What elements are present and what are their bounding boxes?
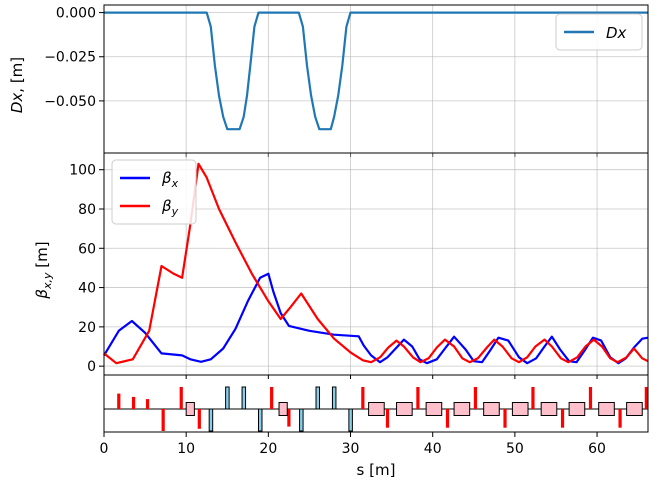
quadrupole <box>270 387 274 409</box>
sextupole <box>225 386 230 410</box>
x-tick-label: 60 <box>588 441 606 457</box>
sextupole <box>241 386 247 410</box>
dipole <box>453 402 471 416</box>
dipole <box>483 402 500 416</box>
quadrupole <box>503 409 507 428</box>
legend-box <box>555 13 643 51</box>
y-tick-label: 80 <box>78 202 96 218</box>
series-line-βx <box>103 272 649 365</box>
series-line-Dx <box>104 11 648 131</box>
dispersion-y-label: Dx, [m] <box>8 57 26 113</box>
quadrupole <box>618 409 622 428</box>
beta-y-label-symbol: β <box>33 289 51 300</box>
quadrupole <box>473 387 478 409</box>
beta-y-label-sub: x,y <box>41 272 54 290</box>
quadrupole <box>385 409 390 428</box>
dispersion-series <box>104 11 648 131</box>
y-tick-label: −0.025 <box>44 50 96 66</box>
quadrupole <box>287 409 291 427</box>
y-tick-label: 100 <box>69 163 96 179</box>
sextupole <box>208 408 214 432</box>
lattice-panel: 0 10 20 30 40 50 60 s [m] <box>100 374 649 479</box>
y-tick-label: −0.050 <box>44 94 96 110</box>
quadrupole <box>131 396 136 409</box>
series-line-βy <box>103 162 649 365</box>
dipole <box>425 402 443 416</box>
dipole <box>598 402 615 416</box>
dipole <box>278 402 288 416</box>
quadrupole <box>445 409 450 428</box>
dispersion-y-label-var: Dx <box>8 93 26 114</box>
quadrupole <box>179 387 183 409</box>
dipole <box>368 402 385 416</box>
quadrupole <box>361 387 365 409</box>
sextupole <box>257 408 263 432</box>
quadrupole <box>117 393 121 409</box>
x-tick-label: 0 <box>100 441 109 457</box>
beta-y-label: βx,y [m] <box>33 241 54 299</box>
quadrupole <box>531 387 535 409</box>
y-tick-label: 60 <box>78 241 96 257</box>
y-tick-label: 20 <box>78 320 96 336</box>
x-tick-label: 10 <box>177 441 195 457</box>
lattice-elements <box>117 386 648 432</box>
x-tick-label: 20 <box>259 441 277 457</box>
dipole <box>626 402 643 416</box>
x-tick-label: 50 <box>506 441 524 457</box>
sextupole <box>315 386 321 410</box>
dispersion-legend: Dx <box>555 13 643 51</box>
y-tick-label: 40 <box>78 281 96 297</box>
lattice-x-ticks: 0 10 20 30 40 50 60 <box>100 432 606 457</box>
dipole <box>540 402 558 416</box>
quadrupole <box>644 387 648 409</box>
legend-label-symbol: β <box>161 169 172 187</box>
beta-y-label-unit: [m] <box>33 241 51 272</box>
y-tick-label: 0 <box>87 359 96 375</box>
quadrupole <box>161 409 165 431</box>
legend-label-Dx: Dx <box>606 24 627 42</box>
dispersion-panel: 0.000−0.025−0.050 Dx, [m] Dx <box>8 4 649 157</box>
legend-label-βy: βy <box>161 197 179 218</box>
quadrupole <box>416 387 420 409</box>
legend-label-βx: βx <box>161 169 179 190</box>
sextupole <box>348 408 353 432</box>
legend-label-sub: x <box>171 177 179 190</box>
sextupole <box>299 408 304 432</box>
x-tick-label: 40 <box>424 441 442 457</box>
quadrupole <box>588 387 593 409</box>
quadrupole <box>560 409 565 428</box>
dipole <box>511 402 529 416</box>
dispersion-y-label-unit: , [m] <box>8 57 26 93</box>
lattice-frame <box>103 374 649 433</box>
y-tick-label: 0.000 <box>56 6 96 22</box>
legend-box <box>111 159 197 225</box>
sextupole <box>331 386 337 410</box>
legend-label-sub: y <box>171 205 179 218</box>
dipole <box>185 402 195 416</box>
quadrupole <box>145 399 150 409</box>
dipole <box>396 402 413 416</box>
quadrupole <box>197 409 201 429</box>
lattice-x-label: s [m] <box>357 461 396 479</box>
beta-series <box>103 162 649 365</box>
beta-y-ticks: 0 20 40 60 80 100 <box>69 163 598 379</box>
legend-label-symbol: β <box>161 197 172 215</box>
x-tick-label: 30 <box>342 441 360 457</box>
dipole <box>568 402 586 416</box>
